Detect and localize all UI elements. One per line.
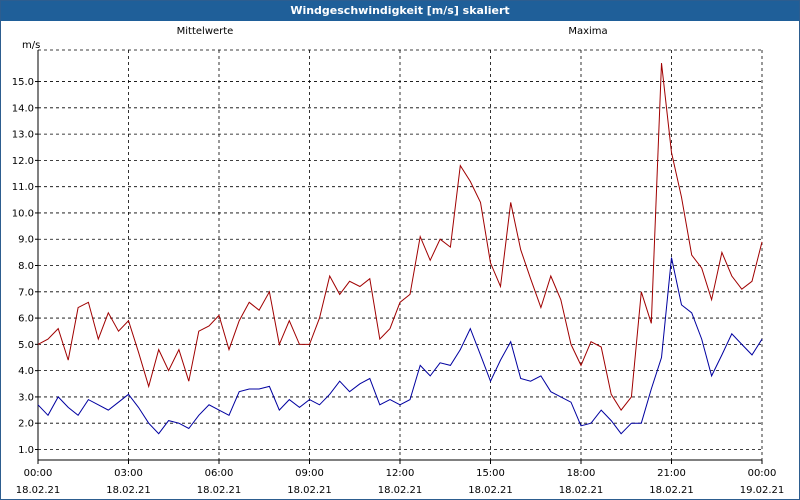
- x-tick-time: 09:00: [295, 468, 324, 479]
- x-axis-ticks: 00:00 18.02.21 03:00 18.02.21 06:00 18.02.21 0…: [16, 460, 785, 496]
- x-tick-date: 18.02.21: [559, 485, 604, 496]
- x-tick-date: 18.02.21: [197, 485, 242, 496]
- x-tick-date: 19.02.21: [740, 485, 785, 496]
- y-tick-label: 6.0: [18, 314, 34, 325]
- x-tick-time: 03:00: [114, 468, 143, 479]
- x-tick-date: 18.02.21: [106, 485, 151, 496]
- x-tick-time: 06:00: [205, 468, 234, 479]
- y-tick-label: 4.0: [18, 366, 34, 377]
- legend-maxima: Maxima: [568, 26, 607, 37]
- y-tick-label: 10.0: [12, 208, 34, 219]
- y-tick-label: 9.0: [18, 235, 34, 246]
- y-tick-label: 3.0: [18, 392, 34, 403]
- y-tick-label: 15.0: [12, 77, 34, 88]
- y-tick-label: 8.0: [18, 261, 34, 272]
- grid: [37, 49, 763, 460]
- x-tick-time: 15:00: [476, 468, 505, 479]
- y-tick-label: 13.0: [12, 130, 34, 141]
- y-axis-label: m/s: [22, 40, 40, 51]
- y-tick-label: 12.0: [12, 156, 34, 167]
- x-tick-time: 21:00: [657, 468, 686, 479]
- series-line-maxima: [37, 63, 763, 411]
- x-tick-date: 18.02.21: [468, 485, 513, 496]
- x-tick-time: 00:00: [748, 468, 777, 479]
- y-tick-label: 1.0: [18, 445, 34, 456]
- chart-title: Windgeschwindigkeit [m/s] skaliert: [1, 1, 799, 21]
- y-tick-label: 5.0: [18, 340, 34, 351]
- y-tick-label: 2.0: [18, 419, 34, 430]
- x-tick-date: 18.02.21: [16, 485, 61, 496]
- x-tick-time: 12:00: [386, 468, 415, 479]
- series-line-mittelwerte: [37, 257, 763, 435]
- y-axis-ticks: 1.0 2.0 3.0 4.0 5.0 6.0 7.0 8.0 9.0 10.0 11.0 12.0 1…: [12, 77, 38, 456]
- x-tick-date: 18.02.21: [378, 485, 423, 496]
- x-tick-date: 18.02.21: [287, 485, 332, 496]
- series-lines: [37, 63, 763, 435]
- y-tick-label: 14.0: [12, 103, 34, 114]
- x-tick-time: 00:00: [24, 468, 53, 479]
- x-tick-date: 18.02.21: [649, 485, 694, 496]
- y-tick-label: 11.0: [12, 182, 34, 193]
- y-tick-label: 7.0: [18, 287, 34, 298]
- x-tick-time: 18:00: [567, 468, 596, 479]
- legend-mittelwerte: Mittelwerte: [177, 26, 234, 37]
